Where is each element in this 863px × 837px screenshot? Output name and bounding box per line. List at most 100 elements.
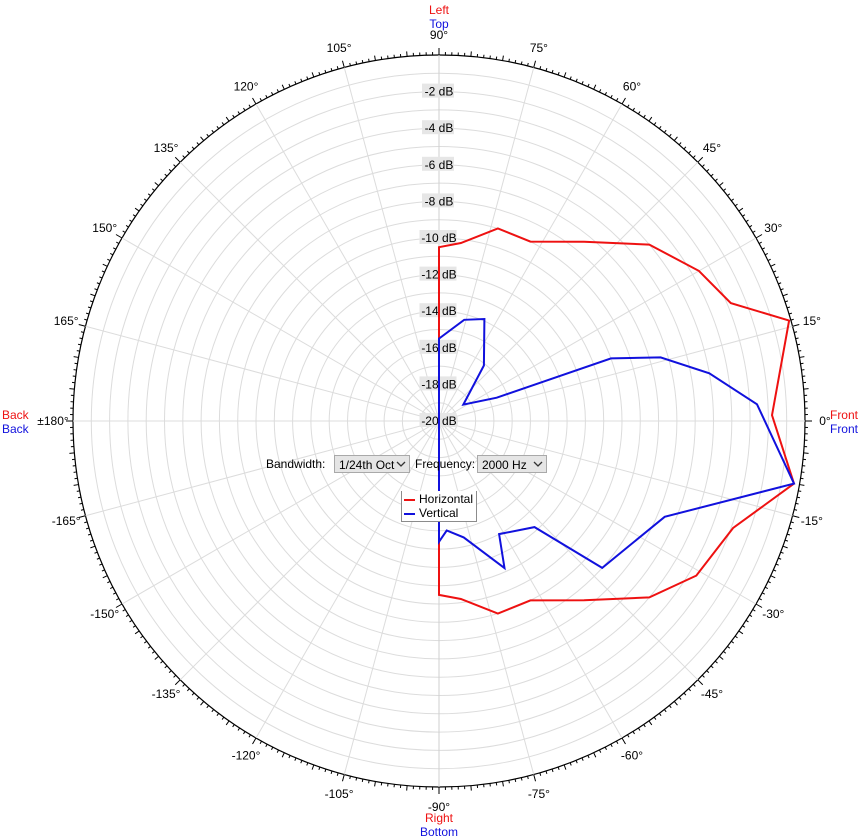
angle-label: 105° xyxy=(327,41,352,55)
angle-tick xyxy=(174,679,181,686)
angle-label: 60° xyxy=(623,80,641,94)
angle-tick xyxy=(147,193,151,197)
angle-tick xyxy=(99,563,103,566)
angle-tick xyxy=(551,69,554,74)
angle-tick xyxy=(527,62,529,66)
grid-spoke xyxy=(179,161,440,422)
angle-tick xyxy=(324,768,327,773)
angle-tick xyxy=(697,156,704,163)
angle-tick xyxy=(767,258,771,262)
angle-tick xyxy=(796,496,801,499)
angle-tick xyxy=(96,282,100,285)
radial-label: -4 dB xyxy=(425,121,454,135)
angle-tick xyxy=(782,293,788,297)
angle-tick xyxy=(349,776,351,780)
angle-tick xyxy=(115,234,123,239)
angle-tick xyxy=(237,727,241,731)
angle-tick xyxy=(795,502,799,505)
angle-tick xyxy=(173,674,177,678)
angle-tick xyxy=(701,674,705,678)
angle-tick xyxy=(796,343,801,346)
angle-tick xyxy=(349,62,351,66)
angle-tick xyxy=(160,178,164,182)
angle-tick xyxy=(673,136,678,141)
angle-tick xyxy=(196,696,200,700)
grid-spoke xyxy=(85,420,440,517)
angle-tick xyxy=(723,650,727,654)
angle-tick xyxy=(87,533,92,536)
angle-tick xyxy=(616,98,619,102)
angle-tick xyxy=(678,696,682,700)
angle-tick xyxy=(265,743,268,748)
grid-spoke xyxy=(438,161,699,422)
angle-tick xyxy=(742,214,746,217)
angle-tick xyxy=(727,645,731,649)
angle-tick xyxy=(186,688,190,692)
angle-label: -45° xyxy=(701,687,723,701)
angle-tick xyxy=(174,156,181,163)
angle-tick xyxy=(89,539,94,542)
angle-tick xyxy=(668,133,672,137)
side-label-bottom: Bottom xyxy=(420,825,458,837)
chevron-down-icon xyxy=(396,461,406,467)
angle-tick xyxy=(692,683,696,687)
angle-tick xyxy=(745,619,749,623)
angle-tick xyxy=(533,774,537,782)
angle-tick xyxy=(593,752,597,758)
angle-label: 75° xyxy=(530,41,548,55)
angle-label: -135° xyxy=(152,687,181,701)
chevron-down-icon xyxy=(533,461,543,467)
angle-tick xyxy=(758,598,762,601)
angle-tick xyxy=(368,58,370,62)
angle-tick xyxy=(730,198,734,202)
angle-tick xyxy=(627,734,630,738)
angle-tick xyxy=(186,150,190,154)
angle-tick xyxy=(206,705,210,709)
angle-label: -120° xyxy=(232,748,261,762)
angle-tick xyxy=(786,306,791,309)
angle-tick xyxy=(719,655,724,660)
legend-item-vertical: Vertical xyxy=(404,507,458,520)
radial-label: -10 dB xyxy=(421,231,456,245)
angle-tick xyxy=(668,705,672,709)
angle-tick xyxy=(79,337,83,340)
grid-spoke xyxy=(343,420,440,775)
angle-tick xyxy=(621,737,626,745)
legend-swatch-vertical xyxy=(404,512,415,515)
frequency-label: Frequency: xyxy=(415,457,476,471)
angle-tick xyxy=(790,318,794,321)
angle-tick xyxy=(778,282,782,285)
angle-tick xyxy=(775,563,779,566)
angle-tick xyxy=(653,716,657,720)
angle-tick xyxy=(84,521,88,524)
angle-tick xyxy=(598,89,602,93)
angle-tick xyxy=(773,270,777,273)
angle-tick xyxy=(99,276,103,279)
angle-tick xyxy=(206,133,210,137)
angle-tick xyxy=(151,650,155,654)
series-line-vertical xyxy=(438,317,796,571)
radial-label-bg xyxy=(422,83,454,98)
angle-tick xyxy=(288,83,291,87)
angle-tick xyxy=(101,270,105,273)
angle-tick xyxy=(678,142,682,146)
angle-tick xyxy=(122,609,126,612)
angle-tick xyxy=(683,146,687,150)
angle-tick xyxy=(77,496,82,499)
side-label-left: Left xyxy=(429,3,450,17)
angle-tick xyxy=(658,712,662,716)
angle-tick xyxy=(336,772,339,776)
angle-tick xyxy=(259,98,262,102)
angle-tick xyxy=(154,655,159,660)
frequency-select[interactable]: 2000 Hz xyxy=(477,455,547,473)
angle-tick xyxy=(216,126,220,130)
angle-tick xyxy=(324,69,327,74)
angle-tick xyxy=(85,527,90,530)
angle-tick xyxy=(132,625,136,628)
angle-tick xyxy=(643,724,646,728)
angle-tick xyxy=(154,182,159,187)
angle-tick xyxy=(243,107,246,111)
bandwidth-select[interactable]: 1/24th Oct xyxy=(334,455,410,473)
angle-label: 120° xyxy=(234,80,259,94)
angle-tick xyxy=(752,609,756,612)
